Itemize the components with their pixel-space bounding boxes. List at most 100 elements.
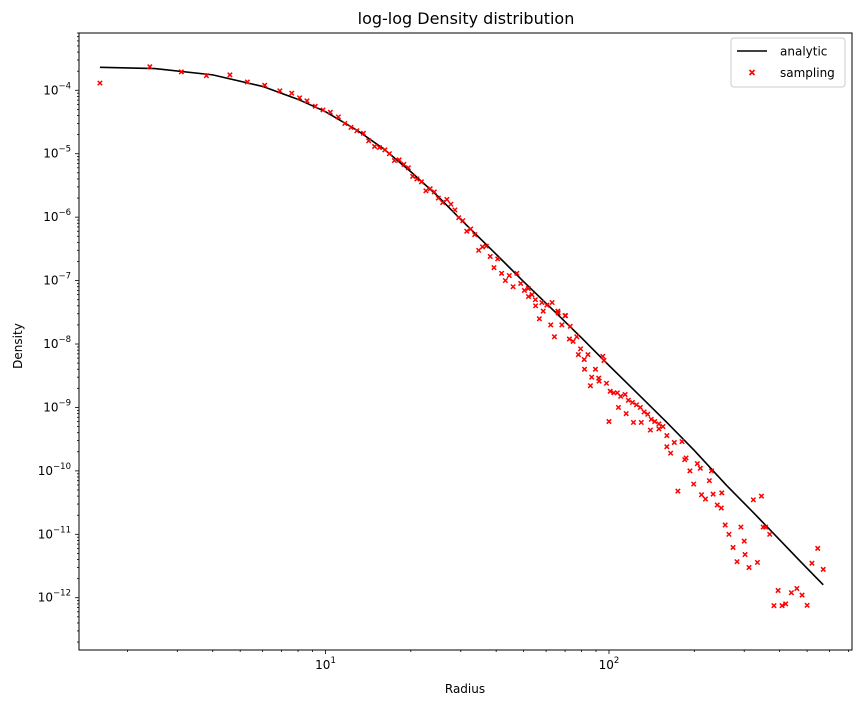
sampling-point — [532, 303, 539, 309]
sampling-point — [555, 308, 561, 314]
sampling-point — [567, 323, 573, 330]
sampling-point — [804, 602, 810, 609]
y-tick-label: 10−4 — [43, 81, 71, 97]
sampling-point — [444, 196, 450, 203]
sampling-point — [360, 130, 367, 137]
sampling-point — [633, 402, 640, 408]
sampling-point — [600, 353, 606, 360]
sampling-point — [502, 277, 509, 284]
sampling-point — [549, 299, 555, 306]
sampling-point — [742, 551, 748, 558]
x-tick-label: 102 — [599, 656, 620, 672]
sampling-point — [694, 460, 701, 467]
sampling-point — [178, 69, 185, 75]
sampling-point — [418, 179, 425, 185]
y-tick-label: 10−12 — [38, 589, 71, 605]
sampling-point — [601, 357, 607, 364]
sampling-point — [551, 334, 558, 340]
sampling-point — [386, 150, 393, 157]
sampling-point — [467, 226, 474, 232]
sampling-point — [514, 270, 520, 277]
sampling-point — [681, 456, 688, 463]
series-line-analytic — [99, 66, 824, 586]
sampling-point — [623, 410, 629, 417]
sampling-point — [775, 587, 781, 594]
sampling-point — [708, 468, 715, 474]
sampling-point — [471, 231, 478, 238]
sampling-point — [391, 157, 398, 164]
sampling-point — [506, 272, 513, 279]
y-tick-label: 10−7 — [43, 272, 71, 288]
sampling-point — [435, 195, 442, 201]
sampling-point — [615, 404, 622, 411]
sampling-point — [540, 308, 546, 314]
sampling-point — [771, 602, 777, 609]
sampling-point — [376, 144, 383, 151]
sampling-point — [782, 601, 789, 607]
sampling-point — [570, 338, 576, 345]
sampling-point — [414, 176, 420, 182]
legend-analytic-label: analytic — [780, 45, 827, 59]
sampling-point — [710, 491, 716, 497]
y-tick-label: 10−11 — [38, 525, 71, 541]
legend: analytic sampling — [730, 37, 846, 88]
sampling-point — [405, 165, 412, 171]
sampling-point — [706, 477, 713, 484]
sampling-point — [320, 107, 326, 113]
series-sampling — [97, 64, 826, 609]
sampling-point — [651, 418, 658, 425]
plot-area — [78, 32, 853, 651]
sampling-point — [335, 114, 342, 120]
sampling-point — [431, 189, 438, 195]
sampling-point — [738, 524, 744, 530]
sampling-point — [539, 299, 545, 306]
sampling-point — [647, 427, 654, 433]
sampling-point — [592, 366, 599, 372]
sampling-point — [277, 88, 283, 94]
sampling-point — [799, 592, 805, 598]
sampling-point — [779, 602, 785, 609]
sampling-point — [455, 214, 462, 221]
sampling-point — [244, 79, 251, 85]
sampling-point — [758, 493, 765, 499]
plot-background — [79, 33, 852, 650]
sampling-point — [498, 270, 505, 277]
sampling-point — [365, 138, 372, 144]
sampling-point — [660, 423, 666, 430]
sampling-point — [464, 228, 470, 234]
sampling-point — [702, 496, 709, 502]
sampling-point — [577, 346, 584, 352]
sampling-point — [730, 544, 736, 551]
plot-frame — [78, 32, 853, 651]
sampling-point — [559, 322, 565, 328]
sampling-point — [97, 80, 103, 86]
sampling-point — [289, 90, 295, 96]
sampling-point — [491, 264, 497, 271]
sampling-point — [671, 439, 678, 446]
sampling-point — [544, 302, 550, 308]
sampling-point — [452, 207, 458, 213]
sampling-point — [423, 188, 429, 194]
sampling-point — [637, 404, 644, 411]
sampling-point — [690, 481, 697, 487]
sampling-point — [348, 124, 354, 131]
sampling-point — [439, 199, 446, 206]
sampling-point — [664, 444, 670, 450]
sampling-point — [750, 497, 757, 503]
sampling-point — [622, 391, 628, 398]
sampling-point — [648, 416, 655, 423]
sampling-point — [617, 393, 624, 400]
sampling-point — [494, 256, 501, 262]
sampling-point — [566, 336, 573, 342]
y-tick-label: 10−8 — [43, 335, 71, 351]
sampling-point — [726, 531, 732, 538]
sampling-point — [510, 283, 516, 290]
sampling-point — [581, 366, 588, 372]
sampling-point — [529, 291, 535, 298]
sampling-point — [809, 560, 815, 566]
sampling-point — [147, 64, 153, 70]
sampling-point — [517, 280, 524, 287]
sampling-point — [342, 120, 348, 127]
sampling-point — [630, 419, 637, 426]
